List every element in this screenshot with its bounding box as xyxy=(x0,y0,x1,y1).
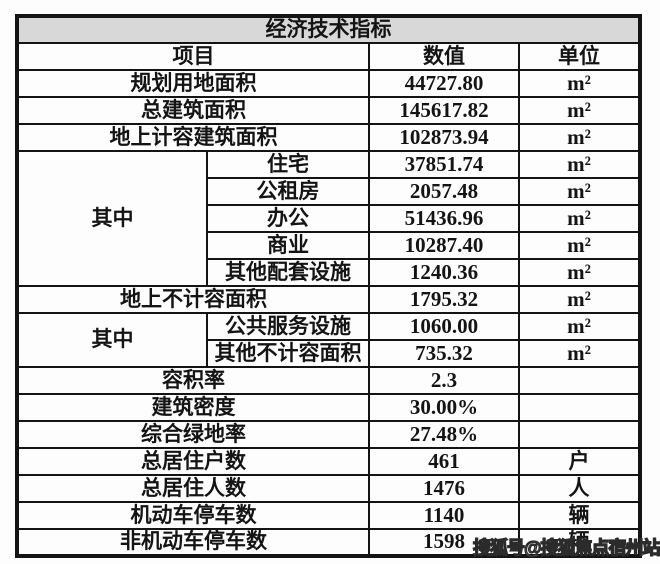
item-cell: 其他不计容面积 xyxy=(206,339,370,368)
value-cell: 2057.48 xyxy=(368,177,520,206)
value-cell: 10287.40 xyxy=(368,231,520,260)
item-cell: 住宅 xyxy=(206,150,370,179)
unit-cell: m² xyxy=(518,258,641,287)
value-cell: 1140 xyxy=(368,501,520,530)
item-cell: 地上计容建筑面积 xyxy=(16,123,370,152)
item-cell: 非机动车停车数 xyxy=(16,528,370,557)
item-cell: 其他配套设施 xyxy=(206,258,370,287)
unit-cell: m² xyxy=(518,96,641,125)
item-cell: 办公 xyxy=(206,204,370,233)
unit-cell: m² xyxy=(518,69,641,98)
unit-cell: m² xyxy=(518,231,641,260)
table-row: 办公 51436.96 m² xyxy=(17,204,641,233)
table-row: 其他配套设施 1240.36 m² xyxy=(17,258,641,287)
group-label-cell: 其中 xyxy=(16,312,208,368)
unit-cell: 辆 xyxy=(518,528,641,557)
column-header-item: 项目 xyxy=(16,42,370,71)
unit-cell: 辆 xyxy=(518,501,641,530)
item-cell: 综合绿地率 xyxy=(16,420,370,449)
value-cell: 51436.96 xyxy=(368,204,520,233)
table-row: 建筑密度 30.00% xyxy=(16,393,641,422)
value-cell: 735.32 xyxy=(368,339,520,368)
table-row: 总居住人数 1476 人 xyxy=(16,474,641,503)
unit-cell: m² xyxy=(518,312,641,341)
value-cell: 145617.82 xyxy=(368,96,520,125)
unit-cell: 人 xyxy=(518,474,641,503)
item-cell: 总建筑面积 xyxy=(16,96,370,125)
table-title: 经济技术指标 xyxy=(16,15,641,44)
value-cell: 1476 xyxy=(368,474,520,503)
table-row: 总居住户数 461 户 xyxy=(16,447,641,476)
economic-indicators-table: 经济技术指标 项目 数值 单位 规划用地面积 44727.80 m² 总建筑面积… xyxy=(15,14,642,558)
value-cell: 44727.80 xyxy=(368,69,520,98)
unit-cell xyxy=(518,420,641,449)
table-row: 商业 10287.40 m² xyxy=(17,231,641,260)
value-cell: 1240.36 xyxy=(368,258,520,287)
table-row: 地上计容建筑面积 102873.94 m² xyxy=(16,123,641,152)
unit-cell: m² xyxy=(518,204,641,233)
item-cell: 容积率 xyxy=(16,366,370,395)
unit-cell xyxy=(518,393,641,422)
item-cell: 商业 xyxy=(206,231,370,260)
item-cell: 机动车停车数 xyxy=(16,501,370,530)
unit-cell: m² xyxy=(518,285,641,314)
table-row: 经济技术指标 xyxy=(16,15,641,44)
table-row: 地上不计容面积 1795.32 m² xyxy=(16,285,641,314)
item-cell: 总居住人数 xyxy=(16,474,370,503)
table-row: 总建筑面积 145617.82 m² xyxy=(16,96,641,125)
value-cell: 102873.94 xyxy=(368,123,520,152)
table-row: 规划用地面积 44727.80 m² xyxy=(16,69,641,98)
table-header-row: 项目 数值 单位 xyxy=(16,42,641,71)
value-cell: 37851.74 xyxy=(368,150,520,179)
table-row: 其中 公共服务设施 1060.00 m² xyxy=(16,312,641,368)
value-cell: 30.00% xyxy=(368,393,520,422)
unit-cell: m² xyxy=(518,150,641,179)
table-row: 公租房 2057.48 m² xyxy=(17,177,641,206)
column-header-value: 数值 xyxy=(368,42,520,71)
table-row: 容积率 2.3 xyxy=(16,366,641,395)
item-cell: 公共服务设施 xyxy=(206,312,370,341)
value-cell: 1060.00 xyxy=(368,312,520,341)
item-cell: 建筑密度 xyxy=(16,393,370,422)
table-row: 机动车停车数 1140 辆 xyxy=(16,501,641,530)
table-row: 其他不计容面积 735.32 m² xyxy=(17,339,641,368)
unit-cell: m² xyxy=(518,177,641,206)
unit-cell: m² xyxy=(518,339,641,368)
item-cell: 总居住户数 xyxy=(16,447,370,476)
value-cell: 1795.32 xyxy=(368,285,520,314)
value-cell: 461 xyxy=(368,447,520,476)
unit-cell xyxy=(518,366,641,395)
table-row: 综合绿地率 27.48% xyxy=(16,420,641,449)
table-row: 非机动车停车数 1598 辆 xyxy=(16,528,641,557)
value-cell: 27.48% xyxy=(368,420,520,449)
column-header-unit: 单位 xyxy=(518,42,641,71)
value-cell: 1598 xyxy=(368,528,520,557)
unit-cell: 户 xyxy=(518,447,641,476)
value-cell: 2.3 xyxy=(368,366,520,395)
table-row: 其中 住宅 37851.74 m² xyxy=(16,150,641,287)
watermark: 搜狐号@搜狐焦点宿州站 xyxy=(472,537,660,558)
unit-cell: m² xyxy=(518,123,641,152)
item-cell: 规划用地面积 xyxy=(16,69,370,98)
group-label-cell: 其中 xyxy=(16,150,208,287)
item-cell: 公租房 xyxy=(206,177,370,206)
item-cell: 地上不计容面积 xyxy=(16,285,370,314)
